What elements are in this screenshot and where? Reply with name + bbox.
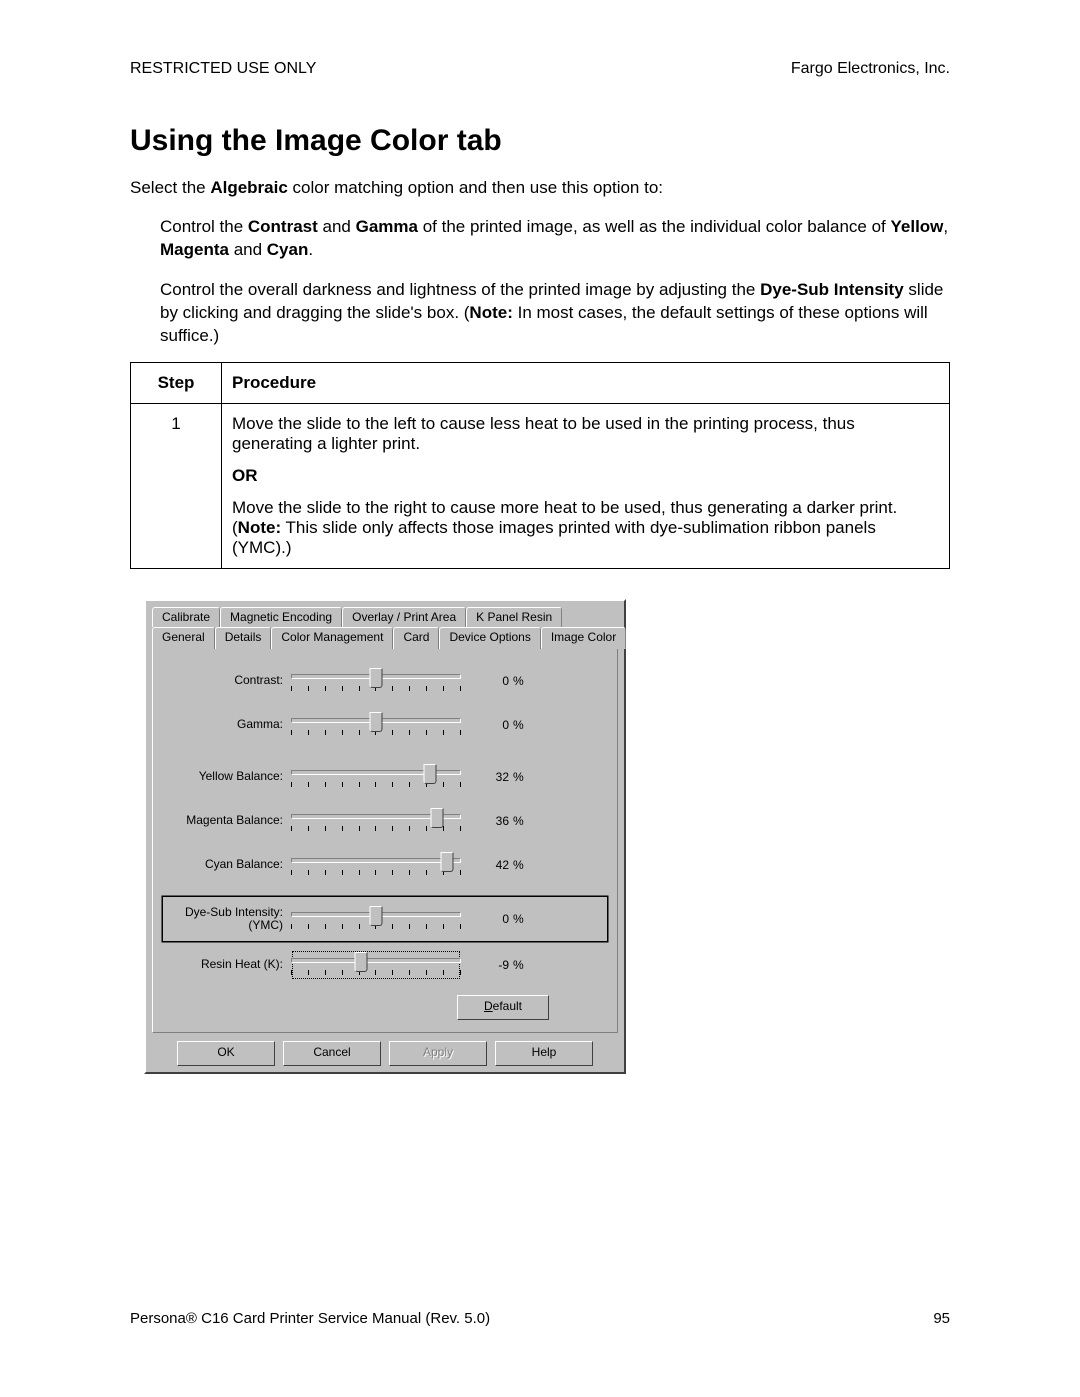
slider-label: Dye-Sub Intensity:(YMC) [163,906,291,931]
image-color-dialog: CalibrateMagnetic EncodingOverlay / Prin… [144,599,626,1074]
slider-row: Gamma: 0% [163,705,607,745]
slider[interactable] [291,904,461,934]
slider[interactable] [291,850,461,880]
tab-calibrate[interactable]: Calibrate [152,607,220,627]
slider-value: 32 [461,770,509,784]
tab-device-options[interactable]: Device Options [439,627,540,649]
slider-unit: % [509,770,533,784]
table-header-row: Step Procedure [131,362,950,403]
intro-paragraph: Select the Algebraic color matching opti… [130,178,950,198]
slider-value: 36 [461,814,509,828]
company-label: Fargo Electronics, Inc. [791,60,950,78]
slider-value: 0 [461,912,509,926]
help-button[interactable]: Help [495,1041,593,1066]
slider-unit: % [509,858,533,872]
slider-value: 0 [461,718,509,732]
restricted-label: RESTRICTED USE ONLY [130,60,316,78]
col-step: Step [131,362,222,403]
procedure-cell: Move the slide to the left to cause less… [222,403,950,568]
slider-row: Contrast: 0% [163,661,607,701]
slider-label: Cyan Balance: [163,858,291,871]
slider-unit: % [509,958,533,972]
cancel-button[interactable]: Cancel [283,1041,381,1066]
tab-magnetic-encoding[interactable]: Magnetic Encoding [220,607,342,627]
slider-unit: % [509,814,533,828]
slider-label: Yellow Balance: [163,770,291,783]
apply-button[interactable]: Apply [389,1041,487,1066]
slider[interactable] [291,762,461,792]
page-number: 95 [933,1310,950,1327]
table-row: 1 Move the slide to the left to cause le… [131,403,950,568]
slider-label: Contrast: [163,674,291,687]
step-number: 1 [131,403,222,568]
slider-label: Gamma: [163,718,291,731]
procedure-table: Step Procedure 1 Move the slide to the l… [130,362,950,569]
page-title: Using the Image Color tab [130,124,950,158]
footer-left: Persona® C16 Card Printer Service Manual… [130,1310,490,1327]
tab-general[interactable]: General [152,627,215,649]
tab-strip: CalibrateMagnetic EncodingOverlay / Prin… [152,607,618,647]
tab-card[interactable]: Card [393,627,439,649]
slider-row: Yellow Balance: 32% [163,757,607,797]
col-procedure: Procedure [222,362,950,403]
tab-panel-image-color: Contrast:0%Gamma:0%Yellow Balance:32%Mag… [152,646,618,1033]
slider[interactable] [291,710,461,740]
slider-row: Cyan Balance: 42% [163,845,607,885]
slider-unit: % [509,912,533,926]
slider-value: -9 [461,958,509,972]
slider-value: 0 [461,674,509,688]
slider[interactable] [291,950,461,980]
bullet-1: Control the Contrast and Gamma of the pr… [160,216,950,262]
default-button[interactable]: Default [457,995,549,1020]
slider[interactable] [291,666,461,696]
tab-k-panel-resin[interactable]: K Panel Resin [466,607,562,627]
slider-label: Magenta Balance: [163,814,291,827]
slider-unit: % [509,674,533,688]
slider-row: Resin Heat (K): -9% [163,945,607,985]
slider-row: Magenta Balance: 36% [163,801,607,841]
tab-image-color[interactable]: Image Color [541,627,626,649]
tab-overlay-print-area[interactable]: Overlay / Print Area [342,607,466,627]
slider-row: Dye-Sub Intensity:(YMC) 0% [163,897,607,941]
bullet-2: Control the overall darkness and lightne… [160,279,950,348]
slider-unit: % [509,718,533,732]
ok-button[interactable]: OK [177,1041,275,1066]
slider-label: Resin Heat (K): [163,958,291,971]
slider[interactable] [291,806,461,836]
slider-value: 42 [461,858,509,872]
tab-details[interactable]: Details [215,627,272,649]
tab-color-management[interactable]: Color Management [271,627,393,649]
